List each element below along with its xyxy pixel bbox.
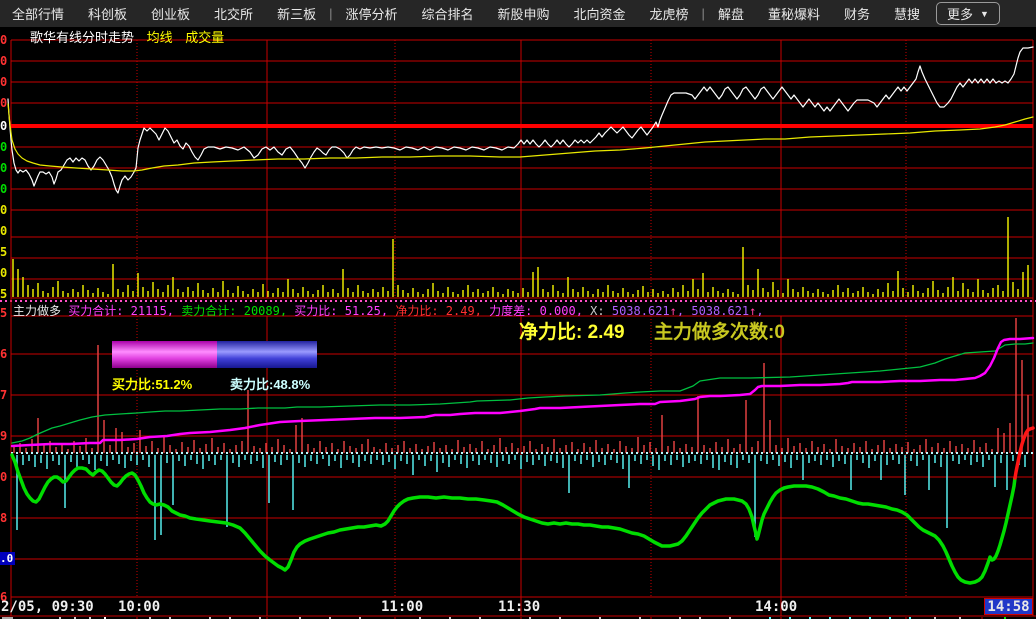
menu-item-全部行情[interactable]: 全部行情 bbox=[12, 7, 65, 22]
left-axis-label: 0 bbox=[0, 141, 8, 153]
time-label: 11:00 bbox=[381, 599, 424, 615]
left-axis-label: 5 bbox=[0, 288, 8, 300]
menu-item-龙虎榜[interactable]: 龙虎榜 bbox=[649, 7, 689, 22]
indicator-header-segment: 卖力合计: 20089, bbox=[181, 304, 295, 316]
left-axis-label: 0 bbox=[0, 76, 8, 88]
left-axis-label: 0 bbox=[0, 225, 8, 237]
buy-force-bar bbox=[112, 341, 217, 368]
sell-force-label: 卖力比:48.8% bbox=[230, 377, 311, 392]
indicator-header-segment: , bbox=[676, 304, 692, 316]
menu-item-涨停分析[interactable]: 涨停分析 bbox=[345, 7, 398, 22]
left-axis-label: 0 bbox=[0, 204, 8, 216]
buy-sell-gauge bbox=[112, 341, 317, 368]
time-axis: 2/05, 09:30 10:00 11:00 11:30 14:00 14:58 bbox=[0, 598, 1036, 616]
left-axis-label: 0 bbox=[0, 162, 8, 174]
left-axis-label: 8 bbox=[0, 512, 8, 524]
menu-item-创业板[interactable]: 创业板 bbox=[151, 7, 191, 22]
more-button[interactable]: 更多 ▼ bbox=[936, 2, 1000, 25]
indicator-header-segment: ↑ bbox=[669, 304, 677, 316]
indicator-header-segment: 5038.621 bbox=[691, 304, 750, 316]
left-axis-label: 0 bbox=[0, 34, 8, 46]
stock-title: 歌华有线分时走势 bbox=[30, 30, 135, 45]
more-button-label: 更多 bbox=[947, 7, 974, 22]
left-axis-label: 0 bbox=[0, 267, 8, 279]
indicator-header-segment: 主力做多 bbox=[13, 304, 69, 316]
menu-separator: | bbox=[701, 6, 705, 21]
ma-toggle[interactable]: 均线 bbox=[146, 30, 173, 45]
left-axis-label: 0 bbox=[0, 55, 8, 67]
left-axis-label: 0 bbox=[0, 97, 8, 109]
indicator-header-segment: , bbox=[756, 304, 764, 316]
menu-item-综合排名[interactable]: 综合排名 bbox=[421, 7, 474, 22]
menu-item-北向资金[interactable]: 北向资金 bbox=[573, 7, 626, 22]
left-axis-label: 0 bbox=[0, 183, 8, 195]
menu-item-董秘爆料[interactable]: 董秘爆料 bbox=[767, 7, 820, 22]
left-axis-highlight: .0 bbox=[0, 552, 15, 565]
menu-item-慧搜[interactable]: 慧搜 bbox=[893, 7, 920, 22]
menu-item-新三板[interactable]: 新三板 bbox=[277, 7, 317, 22]
menu-item-解盘[interactable]: 解盘 bbox=[717, 7, 744, 22]
left-axis-label: 5 bbox=[0, 246, 8, 258]
volume-toggle[interactable]: 成交量 bbox=[185, 30, 225, 45]
menu-item-北交所[interactable]: 北交所 bbox=[214, 7, 254, 22]
indicator-header-segment: 买力合计: 21115, bbox=[68, 304, 182, 316]
indicator-header-segment: 力度差: 0.000, bbox=[489, 304, 591, 316]
indicator-header-segment: 净力比: 2.49, bbox=[395, 304, 490, 316]
chevron-down-icon: ▼ bbox=[980, 8, 989, 19]
left-axis-label: 5 bbox=[0, 307, 8, 319]
menubar: 全部行情 科创板 创业板 北交所 新三板 | 涨停分析 综合排名 新股申购 北向资金 龙虎榜 | 解盘 董… bbox=[0, 0, 1036, 27]
left-axis-label: 6 bbox=[0, 591, 8, 603]
indicator-header-segment: X: bbox=[590, 304, 612, 316]
buy-force-label: 买力比:51.2% bbox=[112, 377, 193, 392]
indicator-header-segment: 买力比: 51.25, bbox=[294, 304, 396, 316]
left-axis-label: 9 bbox=[0, 430, 8, 442]
chart-title-row: 歌华有线分时走势 均线 成交量 bbox=[30, 27, 233, 46]
indicator-header-segment: 5038.621 bbox=[611, 304, 670, 316]
sell-force-bar bbox=[216, 341, 317, 368]
time-label: 14:00 bbox=[755, 599, 798, 615]
long-count-label: 主力做多次数:0 bbox=[654, 322, 785, 343]
left-axis-label: 7 bbox=[0, 389, 8, 401]
left-axis-label: 0 bbox=[0, 120, 8, 132]
current-time-badge: 14:58 bbox=[984, 598, 1033, 615]
mini-strip-handle bbox=[2, 617, 13, 619]
menu-separator: | bbox=[329, 6, 333, 21]
left-axis-label: 0 bbox=[0, 471, 8, 483]
time-label: 11:30 bbox=[498, 599, 541, 615]
menu-item-新股申购[interactable]: 新股申购 bbox=[497, 7, 550, 22]
indicator-header-segment: ↑ bbox=[749, 304, 757, 316]
left-axis-label: 6 bbox=[0, 348, 8, 360]
time-label: 10:00 bbox=[118, 599, 161, 615]
time-label: 2/05, 09:30 bbox=[1, 599, 94, 615]
net-ratio-label: 净力比: 2.49 bbox=[519, 322, 625, 343]
menu-item-财务[interactable]: 财务 bbox=[843, 7, 870, 22]
indicator-header: 主力做多 买力合计: 21115, 卖力合计: 20089, 买力比: 51.2… bbox=[13, 302, 1023, 316]
menu-item-科创板[interactable]: 科创板 bbox=[88, 7, 128, 22]
